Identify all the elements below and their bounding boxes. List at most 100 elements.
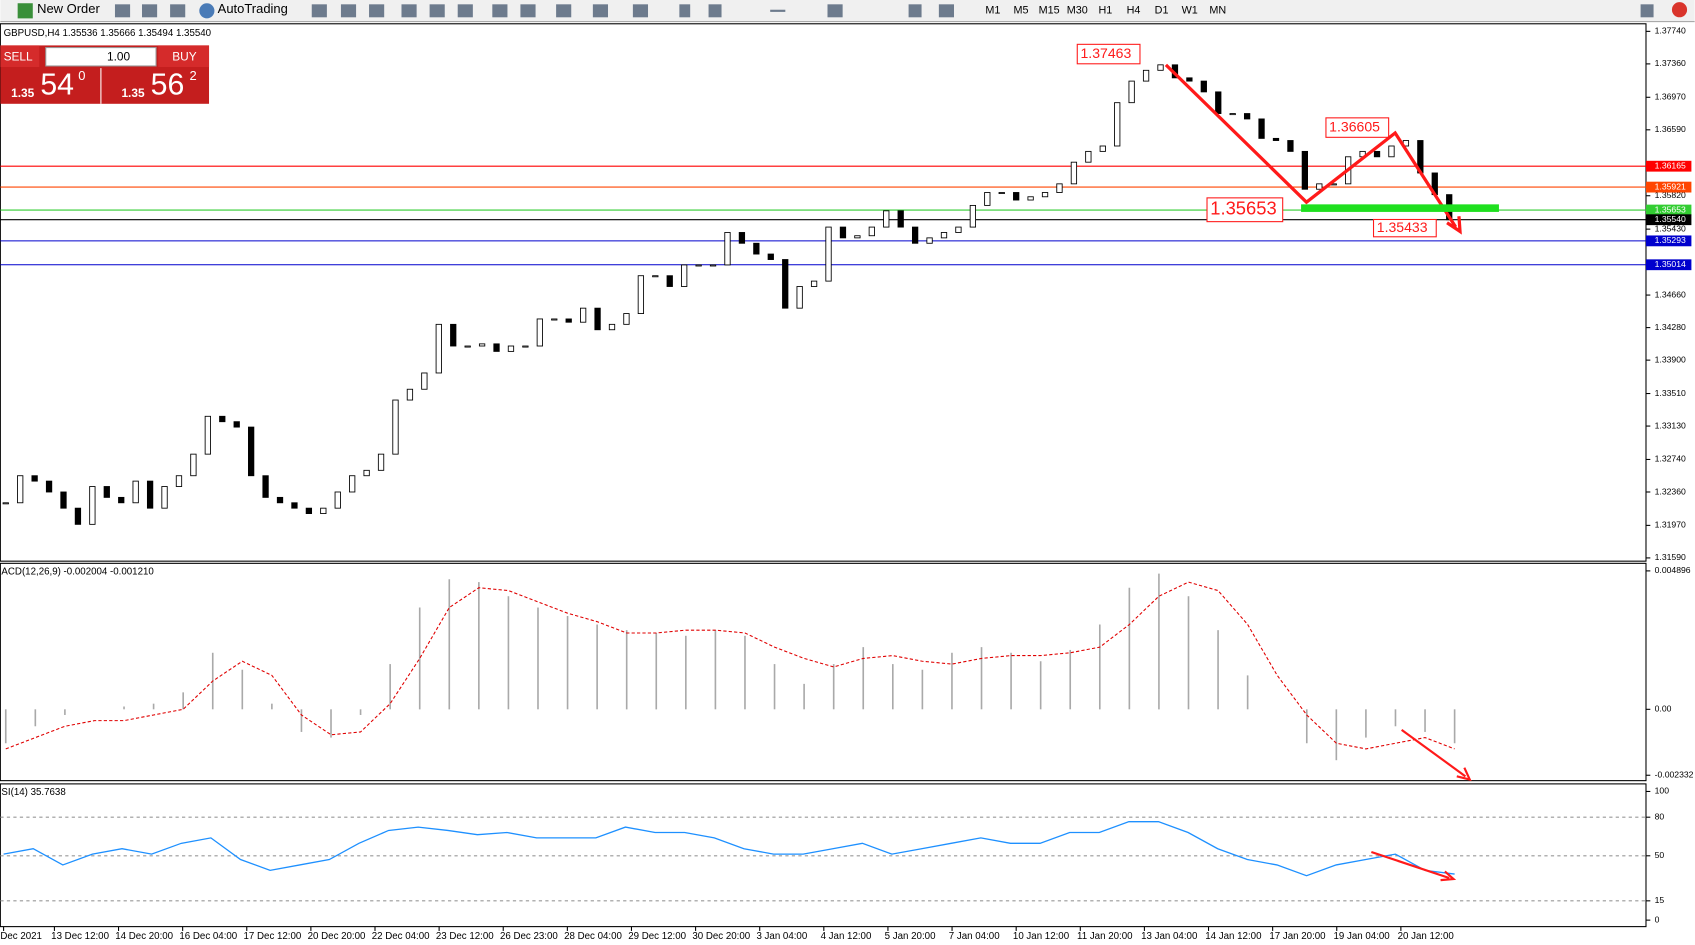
rsi-line: [3, 821, 1455, 877]
price-level-tag: [1645, 204, 1692, 216]
candle: [1200, 80, 1207, 93]
time-label: 28 Dec 04:00: [564, 931, 622, 942]
support-zone: [1301, 204, 1499, 212]
annotation-box: [1325, 117, 1390, 138]
timeframe-button[interactable]: H4: [1127, 5, 1141, 17]
candle: [175, 475, 183, 487]
sell-prefix[interactable]: 1.35: [11, 86, 35, 100]
candle: [1085, 150, 1092, 163]
rsi-tick-label: 100: [1655, 786, 1670, 796]
auto-trading-button[interactable]: AutoTrading: [218, 1, 288, 16]
candle: [1301, 150, 1308, 190]
rsi-arrow-head: [1440, 870, 1457, 882]
price-tick-label: 1.32360: [1655, 486, 1686, 496]
price-level-tag: [1645, 160, 1692, 172]
candle: [839, 226, 847, 239]
candle: [522, 345, 529, 348]
buy-button[interactable]: [158, 45, 210, 68]
sell-small[interactable]: 0: [78, 68, 85, 83]
candle: [507, 345, 515, 352]
time-label: 13 Dec 12:00: [51, 931, 109, 942]
timeframe-button[interactable]: M15: [1039, 5, 1060, 17]
buy-prefix[interactable]: 1.35: [121, 86, 145, 100]
candle: [2, 502, 9, 505]
annotation-box: [1076, 43, 1141, 65]
price-tick-label: 1.32740: [1655, 454, 1686, 464]
timeframe-button[interactable]: W1: [1182, 5, 1198, 17]
candle: [969, 204, 977, 228]
candle: [435, 323, 442, 374]
sell-big[interactable]: 54: [40, 68, 74, 101]
new-order-button[interactable]: New Order: [37, 1, 100, 16]
time-label: 10 Jan 12:00: [1013, 931, 1070, 942]
buy-big[interactable]: 56: [151, 68, 185, 101]
price-panel-frame: [0, 23, 1647, 562]
candle: [74, 507, 82, 525]
price-tick-label: 1.34660: [1655, 289, 1686, 299]
timeframe-button[interactable]: H1: [1098, 5, 1112, 17]
price-tick-label: 1.37740: [1655, 26, 1686, 36]
buy-label[interactable]: BUY: [172, 49, 196, 63]
candle: [955, 226, 962, 233]
lots-input[interactable]: [45, 47, 157, 67]
candle: [637, 275, 645, 314]
candle: [681, 264, 688, 287]
sell-label[interactable]: SELL: [4, 49, 33, 63]
alert-badge[interactable]: [1671, 2, 1688, 18]
lots-value[interactable]: 1.00: [107, 49, 131, 63]
candle: [406, 388, 414, 401]
candle: [118, 496, 125, 504]
candle: [608, 323, 616, 331]
candle: [1070, 161, 1078, 185]
new-order-icon[interactable]: [17, 3, 33, 19]
macd-arrow-head: [1456, 767, 1472, 782]
candle: [536, 318, 543, 347]
rsi-tick-label: 0: [1655, 914, 1660, 924]
candle: [190, 453, 197, 477]
chart-content: M1 M5 M15 M30 H1 H4 D1 W1 MN 1.37740 1.37360 1.3697…: [0, 5, 1693, 942]
price-tick-label: 1.36970: [1655, 92, 1686, 102]
candle: [940, 232, 948, 239]
candle: [1027, 196, 1034, 201]
candle: [493, 343, 500, 352]
candle: [1186, 77, 1193, 82]
time-label: 13 Jan 04:00: [1141, 931, 1198, 942]
candle: [377, 453, 385, 471]
timeframe-button[interactable]: MN: [1209, 5, 1226, 17]
price-level-tag: [1645, 259, 1692, 271]
candle: [1114, 102, 1121, 147]
timeframe-button[interactable]: M30: [1067, 5, 1088, 17]
price-level-label: 1.35653: [1655, 204, 1686, 214]
candle: [1041, 192, 1049, 198]
price-level-tag: [1645, 235, 1692, 247]
chart-area: [0, 23, 1647, 928]
candle: [464, 345, 471, 348]
annotation-label: 1.35653: [1210, 198, 1276, 219]
price-tick-label: 1.35820: [1655, 190, 1686, 200]
candle: [132, 480, 139, 504]
candle: [103, 486, 110, 498]
time-label: 3 Jan 04:00: [756, 931, 807, 942]
candle: [565, 318, 572, 323]
candle: [1287, 140, 1294, 152]
timeframe-button[interactable]: D1: [1155, 5, 1169, 17]
macd-tick-label: 0.004896: [1655, 565, 1691, 575]
buy-small[interactable]: 2: [190, 68, 197, 83]
candle: [1099, 145, 1106, 152]
timeframe-button[interactable]: M1: [985, 5, 1000, 17]
candle: [753, 242, 760, 255]
sell-button[interactable]: [0, 45, 40, 68]
macd-signal: [5, 581, 1455, 750]
macd-tick-label: 0.00: [1655, 704, 1672, 714]
time-label: 5 Jan 20:00: [885, 931, 936, 942]
candle: [450, 323, 457, 347]
candle: [478, 343, 486, 347]
time-label: 23 Dec 12:00: [436, 931, 494, 942]
candle: [998, 192, 1005, 195]
time-label: 19 Jan 04:00: [1334, 931, 1391, 942]
candle: [305, 507, 313, 514]
candle: [1243, 113, 1251, 120]
candle: [1272, 137, 1280, 141]
auto-trading-icon[interactable]: [199, 3, 215, 19]
timeframe-button[interactable]: M5: [1014, 5, 1029, 17]
